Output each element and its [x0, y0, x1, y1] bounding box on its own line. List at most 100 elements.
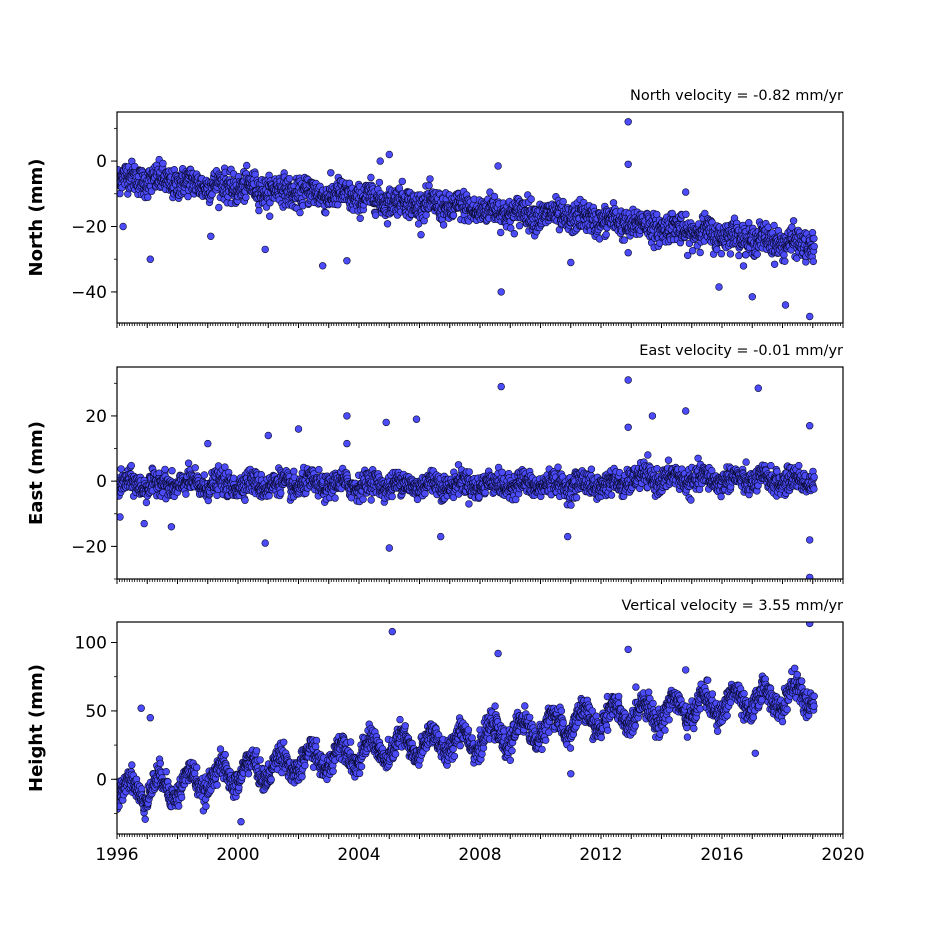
north-point	[809, 257, 817, 266]
north-point	[261, 245, 269, 254]
east-point	[664, 456, 673, 464]
east-point	[229, 474, 238, 482]
north-point	[371, 211, 380, 219]
north-point	[682, 210, 690, 219]
north-point	[255, 206, 263, 215]
east-point	[694, 454, 702, 462]
north-point	[559, 197, 567, 206]
north-point	[376, 157, 384, 165]
north-point	[159, 159, 167, 168]
east-point	[142, 498, 151, 507]
north-point	[486, 188, 494, 196]
east-point	[717, 492, 725, 501]
east-point	[184, 459, 193, 467]
north-point	[567, 258, 575, 267]
north-point	[327, 169, 335, 177]
east-point	[127, 461, 136, 470]
north-point	[207, 232, 215, 241]
east-point	[465, 500, 473, 508]
north-velocity-title: North velocity = -0.82 mm/yr	[630, 88, 843, 104]
north-point	[668, 209, 676, 218]
north-point	[717, 250, 726, 258]
east-point	[359, 495, 367, 503]
north-point	[620, 236, 628, 244]
north-point	[780, 251, 788, 259]
north-point	[602, 230, 610, 239]
north-point	[285, 174, 294, 183]
east-point	[265, 492, 273, 500]
east-point	[331, 494, 339, 502]
north-point	[510, 230, 518, 238]
north-point	[385, 150, 393, 159]
east-point	[367, 496, 375, 504]
north-point	[367, 173, 375, 182]
east-point	[168, 467, 176, 475]
east-points	[117, 376, 818, 579]
north-point	[343, 257, 351, 265]
north-point	[383, 220, 392, 228]
north-point	[395, 184, 404, 192]
north-point	[527, 195, 535, 203]
north-point	[296, 208, 304, 217]
north-point	[439, 221, 448, 229]
north-y-tick-label: −40	[71, 283, 107, 303]
north-point	[781, 301, 790, 309]
north-point	[805, 312, 814, 321]
north-point	[319, 262, 327, 270]
east-point	[742, 458, 750, 466]
east-point	[421, 489, 429, 498]
north-point	[515, 222, 524, 230]
east-point	[587, 465, 596, 473]
north-point	[770, 260, 779, 268]
north-point	[781, 257, 789, 265]
north-point	[422, 211, 430, 219]
east-point	[567, 501, 575, 509]
east-point	[161, 465, 169, 474]
north-point	[449, 211, 458, 220]
north-point	[375, 178, 384, 187]
north-point	[810, 234, 818, 243]
east-point	[191, 464, 199, 472]
north-point	[624, 160, 632, 169]
east-point	[213, 491, 221, 500]
north-y-axis-label: North (mm)	[26, 159, 47, 277]
north-points	[117, 118, 818, 321]
north-point	[425, 181, 433, 190]
north-point	[146, 255, 155, 263]
east-point	[554, 463, 562, 471]
east-point	[572, 493, 581, 502]
north-point	[507, 224, 515, 232]
north-point	[356, 214, 364, 223]
north-point	[215, 203, 223, 212]
north-point	[144, 193, 152, 201]
north-point	[624, 118, 632, 126]
north-point	[748, 293, 756, 301]
north-point	[497, 288, 505, 296]
north-point	[715, 283, 723, 291]
east-point	[241, 496, 249, 504]
north-point	[417, 231, 425, 239]
north-point	[735, 251, 743, 260]
north-point	[184, 192, 192, 201]
east-point	[465, 468, 473, 476]
east-point	[277, 489, 285, 497]
north-point	[497, 228, 505, 237]
north-point	[789, 217, 798, 225]
east-point	[388, 492, 396, 501]
north-point	[398, 177, 406, 186]
north-point	[426, 175, 434, 183]
north-point	[624, 249, 632, 257]
east-point	[182, 490, 190, 498]
north-point	[726, 250, 735, 258]
north-y-tick-label: −20	[71, 217, 107, 237]
east-point	[315, 465, 323, 474]
north-point	[753, 250, 761, 258]
north-point	[119, 222, 127, 231]
east-point	[117, 465, 125, 473]
east-point	[200, 471, 209, 479]
north-point	[266, 212, 274, 220]
east-point	[687, 496, 695, 504]
